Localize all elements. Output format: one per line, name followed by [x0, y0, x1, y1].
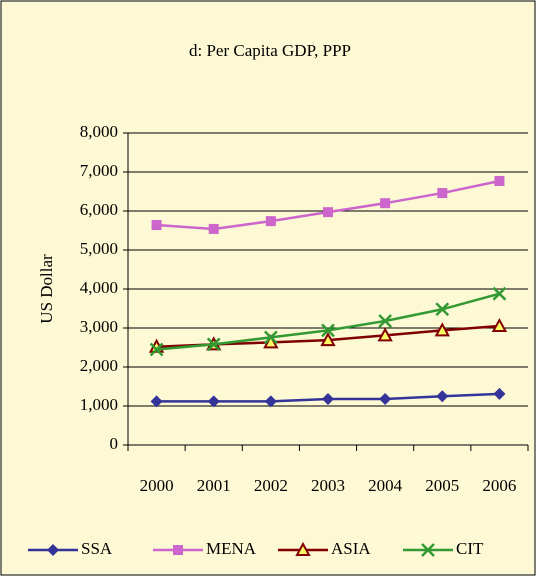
y-tick-label: 6,000: [80, 200, 118, 219]
marker: [173, 545, 183, 555]
marker: [492, 286, 507, 301]
marker: [437, 188, 448, 199]
marker: [295, 541, 311, 556]
marker: [377, 327, 393, 342]
marker: [264, 395, 277, 408]
marker: [207, 395, 220, 408]
marker: [491, 317, 508, 333]
x-tick-label: 2006: [482, 476, 516, 495]
marker: [323, 207, 333, 218]
series: [151, 175, 505, 234]
marker: [379, 392, 392, 405]
chart-title: d: Per Capita GDP, PPP: [189, 41, 351, 60]
x-tick-label: 2001: [197, 476, 231, 495]
marker: [149, 342, 164, 357]
marker: [435, 302, 450, 317]
y-tick-label: 1,000: [80, 395, 118, 414]
y-tick-label: 7,000: [80, 161, 118, 180]
legend-label: MENA: [206, 539, 257, 558]
x-tick-label: 2000: [140, 476, 174, 495]
marker: [322, 392, 334, 405]
marker: [47, 544, 59, 556]
legend-label: CIT: [456, 539, 484, 558]
y-axis-label: US Dollar: [37, 254, 56, 324]
marker: [321, 323, 335, 338]
y-tick-label: 5,000: [80, 239, 118, 258]
y-tick-label: 3,000: [80, 317, 118, 336]
x-tick-label: 2005: [425, 476, 459, 495]
legend-label: SSA: [81, 539, 113, 558]
y-tick-label: 0: [110, 434, 119, 453]
marker: [208, 223, 219, 234]
marker: [421, 543, 435, 557]
series: [149, 286, 507, 357]
x-tick-label: 2004: [368, 476, 403, 495]
marker: [493, 387, 506, 400]
marker: [436, 390, 449, 403]
marker: [150, 395, 163, 408]
marker: [494, 175, 505, 186]
series: [150, 387, 506, 408]
y-tick-label: 4,000: [80, 278, 118, 297]
y-tick-label: 2,000: [80, 356, 118, 375]
marker: [206, 337, 221, 352]
marker: [151, 220, 162, 231]
legend-label: ASIA: [331, 539, 371, 558]
y-tick-label: 8,000: [80, 122, 118, 141]
x-tick-label: 2002: [254, 476, 288, 495]
x-tick-label: 2003: [311, 476, 345, 495]
marker: [320, 332, 336, 347]
marker: [263, 330, 278, 345]
marker: [265, 216, 276, 227]
marker: [380, 198, 391, 209]
marker: [434, 322, 450, 337]
marker: [378, 314, 393, 328]
